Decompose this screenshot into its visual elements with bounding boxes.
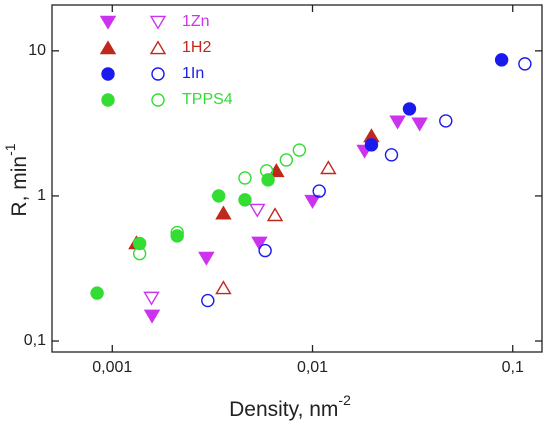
marker (99, 15, 117, 30)
marker (132, 236, 147, 251)
marker (304, 194, 321, 209)
marker (149, 40, 167, 55)
marker (215, 205, 232, 220)
marker (312, 184, 326, 198)
y-label-exponent: -1 (2, 143, 18, 156)
y-axis-label: R, min-1 (2, 143, 31, 216)
legend-label: 1In (182, 65, 204, 82)
marker (384, 148, 399, 162)
marker (151, 93, 165, 107)
marker (292, 143, 307, 157)
marker (439, 114, 453, 128)
marker (402, 102, 417, 116)
legend-label: 1H2 (182, 39, 211, 56)
marker (215, 280, 232, 295)
x-tick-label: 0,01 (297, 359, 328, 376)
x-tick-label: 0,001 (92, 359, 132, 376)
marker (211, 189, 226, 203)
y-tick-label: 1 (37, 187, 46, 204)
marker (238, 193, 252, 207)
x-axis-label: Density, nm-2 (229, 392, 351, 421)
marker (494, 53, 509, 67)
marker (261, 173, 275, 187)
marker (266, 207, 284, 222)
marker (389, 115, 406, 130)
y-label-text: R, min (8, 156, 31, 217)
legend-label: TPPS4 (182, 91, 233, 108)
marker (411, 117, 428, 132)
marker (258, 243, 272, 258)
plot-frame (51, 4, 543, 353)
marker (518, 57, 532, 71)
marker (201, 293, 215, 308)
marker (251, 236, 268, 251)
marker (149, 15, 167, 30)
marker (101, 67, 115, 81)
marker (249, 203, 266, 218)
marker (101, 93, 115, 107)
x-tick-label: 0,1 (502, 359, 524, 376)
marker (198, 251, 215, 266)
x-label-text: Density, nm (229, 398, 338, 421)
x-label-exponent: -2 (338, 392, 351, 408)
marker (143, 291, 160, 306)
marker (320, 160, 337, 175)
marker (99, 40, 117, 55)
marker (143, 309, 161, 324)
legend-label: 1Zn (182, 13, 210, 30)
y-tick-label: 10 (28, 42, 46, 59)
marker (364, 138, 379, 152)
marker (279, 153, 294, 167)
marker (151, 67, 165, 81)
marker (170, 229, 184, 243)
marker (238, 171, 252, 185)
y-tick-label: 0,1 (24, 332, 46, 349)
marker (90, 286, 104, 300)
